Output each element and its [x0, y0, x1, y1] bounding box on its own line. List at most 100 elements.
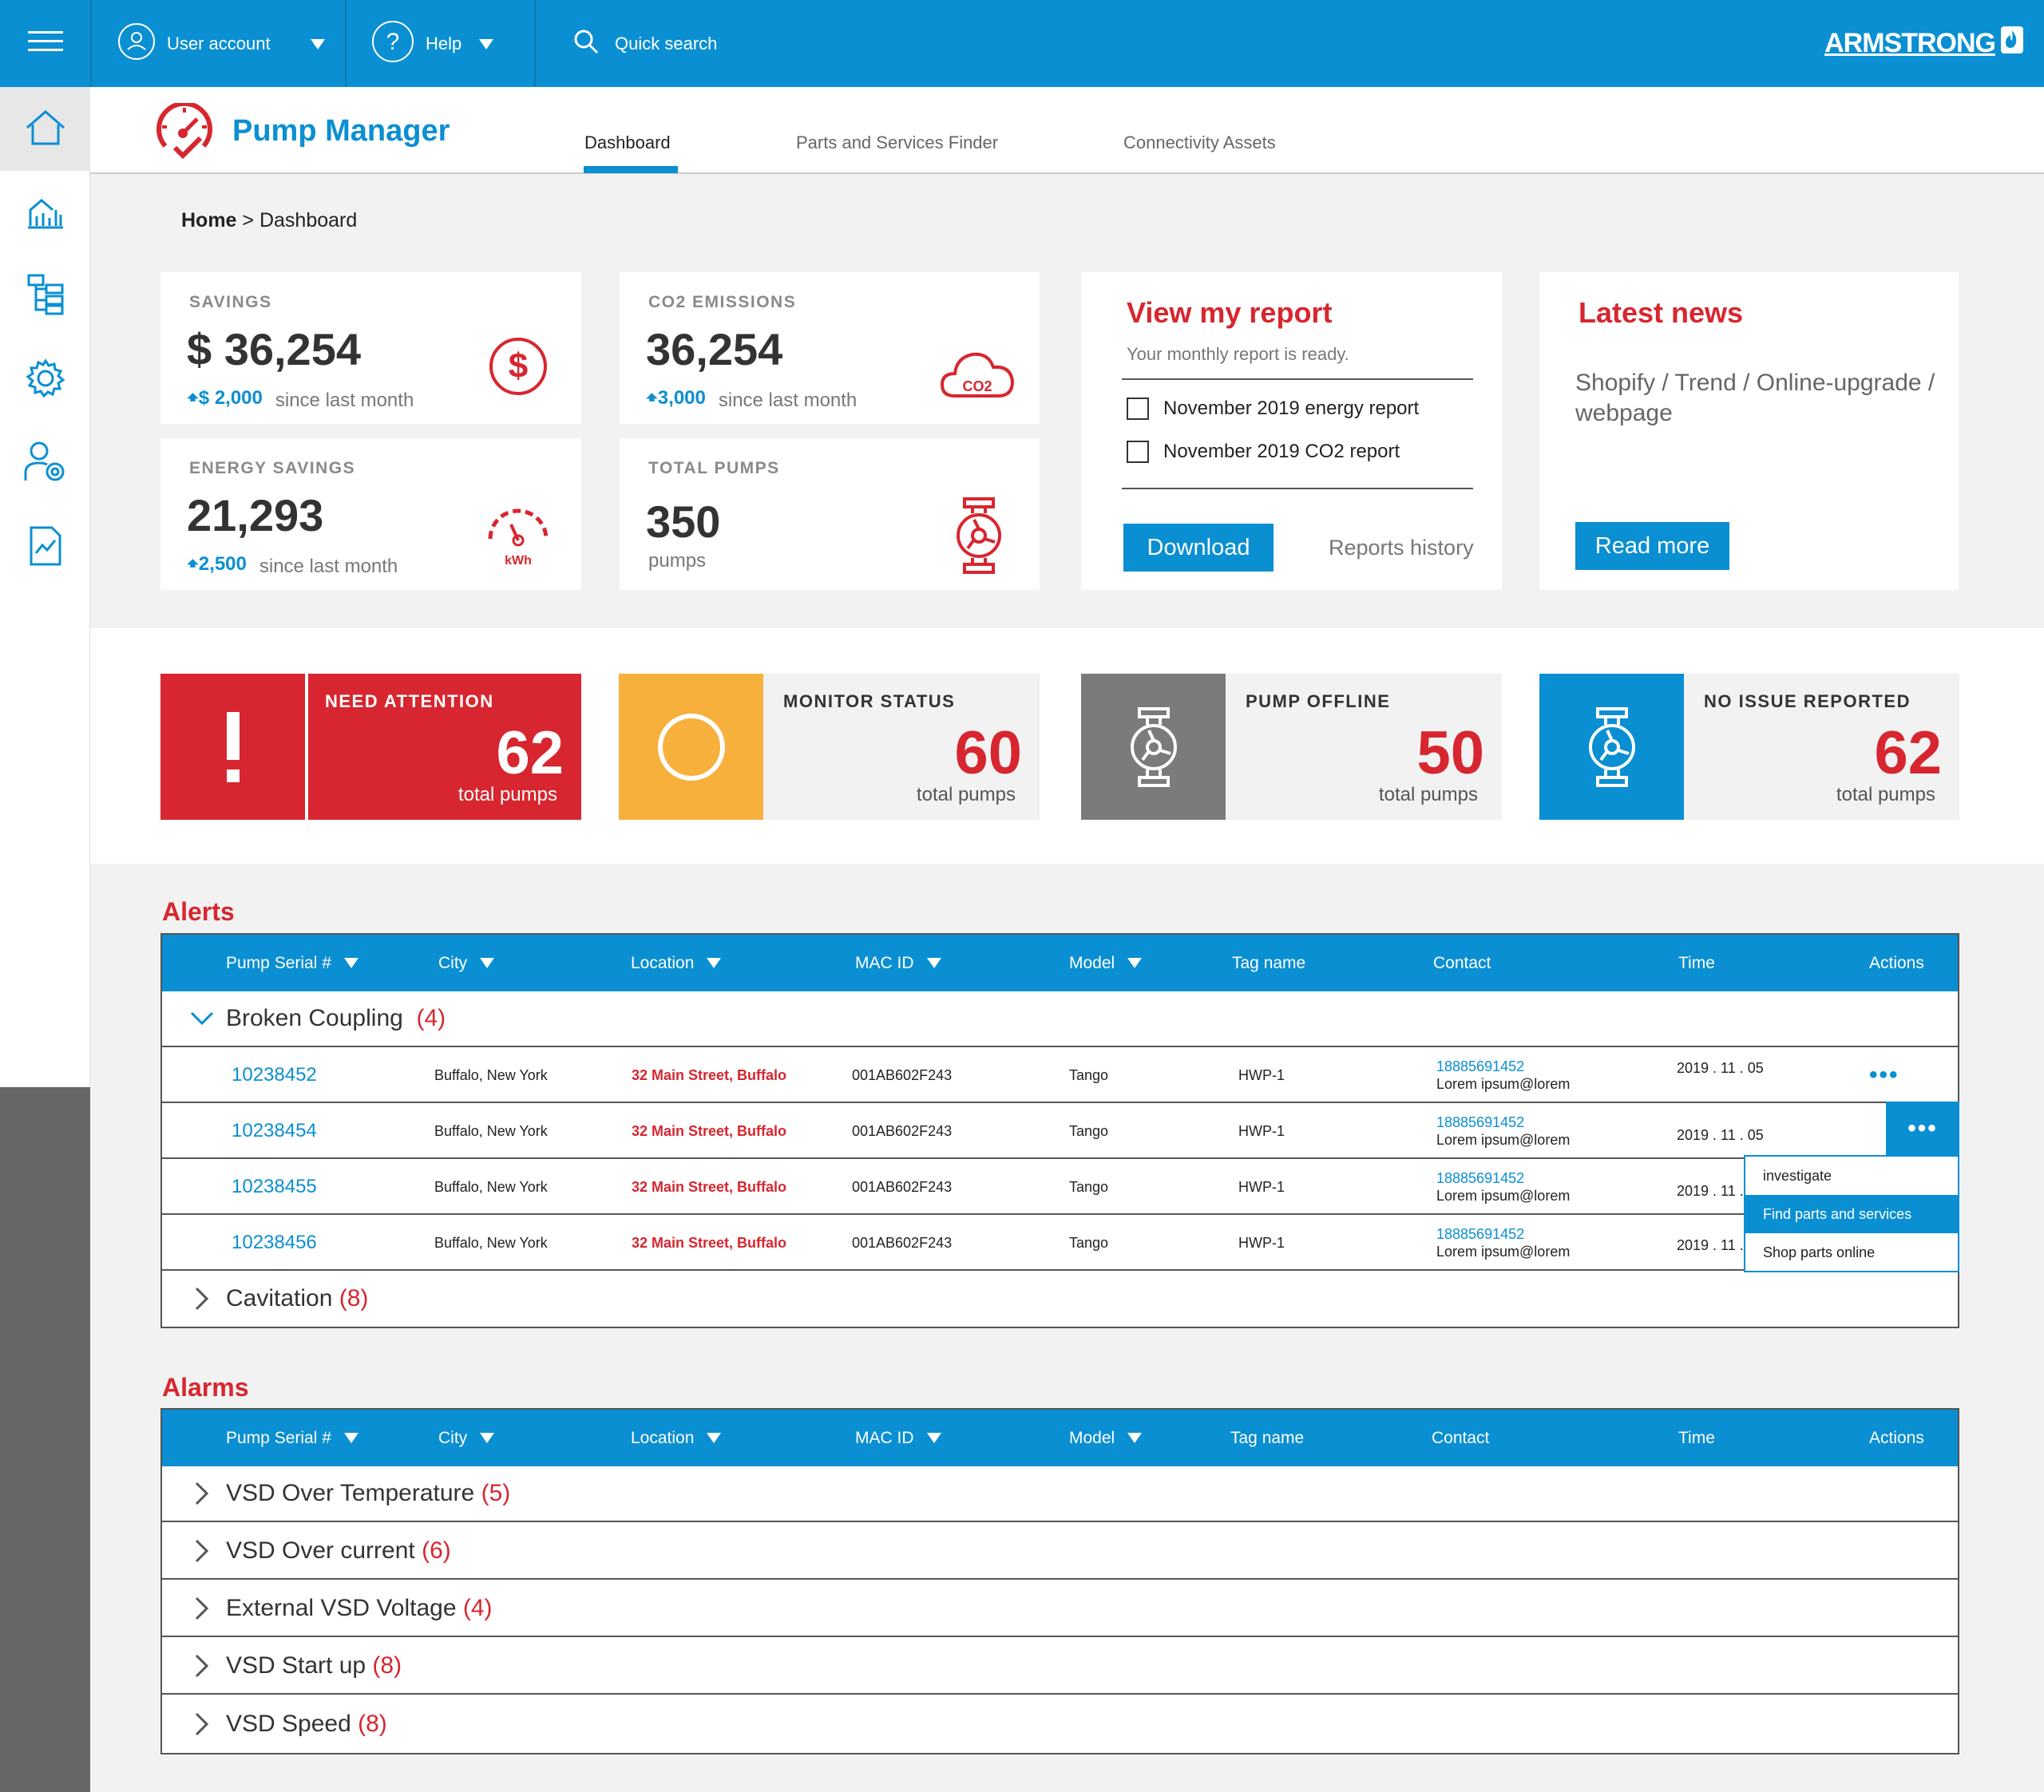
checkbox[interactable]	[1127, 441, 1149, 463]
menu-item-shop-parts[interactable]: Shop parts online	[1763, 1244, 1876, 1260]
read-more-button[interactable]: Read more	[1575, 522, 1729, 570]
chevron-down-icon	[310, 34, 325, 54]
table-row[interactable]: 10238452 Buffalo, New York 32 Main Stree…	[162, 1047, 1958, 1103]
table-row[interactable]: 10238456 Buffalo, New York 32 Main Stree…	[162, 1215, 1958, 1271]
quick-search[interactable]: Quick search	[573, 0, 717, 87]
serial-link[interactable]: 10238456	[232, 1232, 317, 1253]
status-label: MONITOR STATUS	[783, 691, 956, 711]
mac-cell: 001AB602F243	[852, 1178, 953, 1195]
tab-connectivity-assets[interactable]: Connectivity Assets	[1123, 133, 1276, 152]
group-vsd-over-current[interactable]: VSD Over current (6)	[162, 1524, 1958, 1580]
tab-dashboard[interactable]: Dashboard	[584, 133, 671, 152]
col-model[interactable]: Model	[1069, 935, 1143, 991]
savings-value: $ 36,254	[187, 324, 361, 374]
col-actions: Actions	[1869, 1410, 1924, 1466]
chevron-right-icon	[178, 1712, 226, 1736]
col-location[interactable]: Location	[631, 935, 722, 991]
table-row[interactable]: 10238454 Buffalo, New York 32 Main Stree…	[162, 1103, 1958, 1159]
active-tab-indicator	[584, 166, 678, 173]
app-title: Pump Manager	[232, 114, 450, 148]
status-monitor[interactable]: MONITOR STATUS 60 total pumps	[619, 674, 1040, 820]
sidebar-item-hierarchy[interactable]	[0, 255, 90, 338]
hamburger-icon	[27, 30, 63, 57]
tab-parts-and-services-finder[interactable]: Parts and Services Finder	[796, 133, 999, 152]
group-count: (4)	[416, 1005, 446, 1031]
breadcrumb-home[interactable]: Home	[181, 209, 237, 231]
energy-delta: 🠹2,500 since last month	[187, 550, 398, 583]
contact-email[interactable]: Lorem ipsum@lorem	[1436, 1076, 1571, 1092]
alarms-table-header: Pump Serial # City Location MAC ID Model…	[162, 1410, 1958, 1466]
alerts-table: Pump Serial # City Location MAC ID Model…	[160, 933, 1959, 1328]
report-title: View my report	[1127, 296, 1333, 329]
report-item-energy[interactable]: November 2019 energy report	[1127, 398, 1419, 420]
checkbox[interactable]	[1127, 398, 1149, 420]
menu-item-find-parts[interactable]: Find parts and services	[1745, 1195, 1958, 1233]
more-actions-icon[interactable]: •••	[1869, 1062, 1899, 1088]
group-vsd-over-temperature[interactable]: VSD Over Temperature (5)	[162, 1466, 1958, 1522]
sidebar-item-user-settings[interactable]	[0, 422, 90, 506]
home-icon	[24, 109, 67, 149]
serial-link[interactable]: 10238455	[232, 1176, 317, 1197]
report-chart-icon	[30, 526, 61, 570]
serial-link[interactable]: 10238452	[232, 1064, 317, 1086]
contact-phone[interactable]: 18885691452	[1436, 1170, 1525, 1186]
status-no-issue[interactable]: NO ISSUE REPORTED 62 total pumps	[1539, 674, 1959, 820]
group-broken-coupling[interactable]: Broken Coupling (4)	[162, 991, 1958, 1047]
chevron-right-icon	[178, 1287, 226, 1311]
group-cavitation[interactable]: Cavitation (8)	[162, 1271, 1958, 1327]
col-mac-id[interactable]: MAC ID	[855, 935, 941, 991]
col-city[interactable]: City	[438, 1410, 495, 1466]
download-button[interactable]: Download	[1123, 524, 1274, 572]
group-count: (8)	[358, 1711, 387, 1737]
col-tag-name: Tag name	[1230, 1410, 1304, 1466]
col-pump-serial[interactable]: Pump Serial #	[226, 935, 358, 991]
caret-down-icon	[480, 958, 495, 968]
col-location[interactable]: Location	[631, 1410, 722, 1466]
menu-button[interactable]	[0, 0, 92, 87]
status-value: 60	[954, 719, 1022, 787]
sidebar-item-reports[interactable]	[0, 506, 90, 590]
contact-email[interactable]: Lorem ipsum@lorem	[1436, 1244, 1571, 1260]
contact-email[interactable]: Lorem ipsum@lorem	[1436, 1188, 1571, 1204]
sidebar-item-home[interactable]	[0, 87, 90, 171]
group-external-vsd-voltage[interactable]: External VSD Voltage (4)	[162, 1581, 1958, 1637]
group-vsd-start-up[interactable]: VSD Start up (8)	[162, 1639, 1958, 1695]
help-menu[interactable]: ? Help	[371, 0, 494, 87]
co2-cloud-icon: CO2	[939, 348, 1016, 405]
chevron-right-icon	[178, 1539, 226, 1563]
table-row[interactable]: 10238455 Buffalo, New York 32 Main Stree…	[162, 1159, 1958, 1215]
col-city[interactable]: City	[438, 935, 495, 991]
contact-phone[interactable]: 18885691452	[1436, 1114, 1525, 1130]
status-sub: total pumps	[1836, 784, 1935, 805]
contact-phone[interactable]: 18885691452	[1436, 1226, 1525, 1242]
sidebar-item-settings[interactable]	[0, 338, 90, 422]
pump-icon	[955, 496, 1003, 580]
col-pump-serial[interactable]: Pump Serial #	[226, 1410, 358, 1466]
more-actions-icon[interactable]: •••	[1886, 1102, 1959, 1155]
brand-logo: ARMSTRONG	[1824, 26, 2024, 61]
group-count: (8)	[372, 1652, 402, 1679]
status-need-attention[interactable]: NEED ATTENTION 62 total pumps	[160, 674, 581, 820]
chevron-down-icon	[178, 1011, 226, 1026]
chevron-down-icon	[479, 34, 494, 54]
savings-card: SAVINGS $ 36,254 🠹$ 2,000 since last mont…	[160, 272, 581, 424]
tree-icon	[27, 274, 64, 319]
serial-link[interactable]: 10238454	[232, 1120, 317, 1141]
user-account-menu[interactable]: User account	[117, 0, 325, 87]
contact-cell: 18885691452 Lorem ipsum@lorem	[1436, 1047, 1570, 1103]
sidebar-item-analytics[interactable]	[0, 171, 90, 255]
arrow-up-icon: 🠹	[646, 387, 658, 409]
menu-item-investigate[interactable]: investigate	[1763, 1167, 1832, 1184]
contact-email[interactable]: Lorem ipsum@lorem	[1436, 1132, 1571, 1148]
status-pump-offline[interactable]: PUMP OFFLINE 50 total pumps	[1081, 674, 1502, 820]
city-cell: Buffalo, New York	[434, 1122, 548, 1139]
search-icon	[573, 29, 599, 59]
contact-phone[interactable]: 18885691452	[1436, 1058, 1525, 1074]
group-vsd-speed[interactable]: VSD Speed (8)	[162, 1696, 1958, 1752]
reports-history-link[interactable]: Reports history	[1329, 536, 1474, 560]
col-model[interactable]: Model	[1069, 1410, 1143, 1466]
report-item-co2[interactable]: November 2019 CO2 report	[1127, 441, 1400, 463]
col-label: Actions	[1869, 953, 1924, 972]
col-mac-id[interactable]: MAC ID	[855, 1410, 941, 1466]
col-label: City	[438, 1428, 468, 1447]
